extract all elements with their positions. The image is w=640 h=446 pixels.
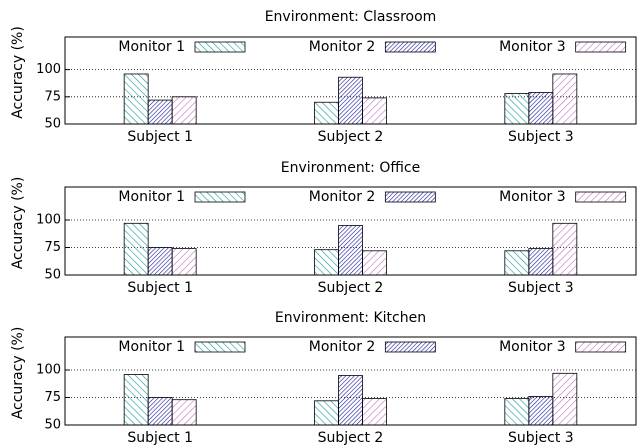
x-tick-label: Subject 1 — [127, 430, 193, 446]
plot-frame — [64, 336, 637, 426]
bar — [552, 222, 578, 276]
y-tick-label: 75 — [44, 89, 61, 104]
legend-label: Monitor 2 — [309, 189, 376, 205]
bar — [123, 222, 149, 276]
bar — [123, 73, 149, 125]
bar — [123, 373, 149, 426]
legend-swatch — [384, 191, 436, 203]
legend-label: Monitor 2 — [309, 39, 376, 55]
legend-label: Monitor 2 — [309, 339, 376, 355]
bar — [147, 247, 173, 276]
bar — [504, 398, 530, 426]
bar — [528, 92, 554, 125]
x-tick-label: Subject 3 — [508, 280, 574, 296]
x-tick-label: Subject 1 — [127, 129, 193, 145]
legend-label: Monitor 3 — [499, 39, 566, 55]
legend-swatch — [194, 41, 246, 53]
legend-swatch — [575, 191, 627, 203]
bar — [362, 97, 387, 125]
y-axis-label: Accuracy (%) — [10, 26, 26, 119]
bar — [338, 375, 363, 426]
bar — [338, 225, 363, 276]
bar — [362, 250, 387, 276]
bar — [552, 372, 578, 426]
x-tick-label: Subject 3 — [508, 430, 574, 446]
legend-label: Monitor 3 — [499, 339, 566, 355]
legend-swatch — [384, 341, 436, 353]
x-tick-label: Subject 1 — [127, 280, 193, 296]
bar — [528, 395, 554, 426]
bar — [504, 250, 530, 276]
bar — [147, 397, 173, 426]
bar — [314, 400, 339, 426]
legend-label: Monitor 1 — [118, 339, 185, 355]
y-tick-label: 50 — [44, 117, 61, 132]
panel-title: Environment: Office — [281, 160, 420, 176]
bar — [552, 73, 578, 125]
x-tick-label: Subject 2 — [318, 129, 384, 145]
bar — [504, 93, 530, 125]
plot-frame — [64, 36, 637, 125]
x-tick-label: Subject 2 — [318, 430, 384, 446]
y-axis-label: Accuracy (%) — [10, 177, 26, 270]
legend-swatch — [194, 341, 246, 353]
panel-title: Environment: Kitchen — [275, 310, 426, 326]
x-tick-label: Subject 3 — [508, 129, 574, 145]
legend-label: Monitor 3 — [499, 189, 566, 205]
bar — [314, 249, 339, 276]
bar — [147, 99, 173, 125]
bar — [362, 398, 387, 426]
legend-swatch — [384, 41, 436, 53]
panel-title: Environment: Classroom — [265, 9, 437, 25]
legend-swatch — [575, 41, 627, 53]
y-tick-label: 100 — [36, 363, 61, 378]
bar — [171, 96, 197, 125]
bar — [528, 248, 554, 276]
bar — [314, 101, 339, 125]
y-tick-label: 100 — [36, 62, 61, 77]
plot-frame — [64, 186, 637, 276]
y-tick-label: 75 — [44, 240, 61, 255]
legend-label: Monitor 1 — [118, 189, 185, 205]
legend-swatch — [194, 191, 246, 203]
y-tick-label: 75 — [44, 390, 61, 405]
bar — [338, 76, 363, 125]
y-tick-label: 50 — [44, 268, 61, 283]
legend-label: Monitor 1 — [118, 39, 185, 55]
y-tick-label: 50 — [44, 418, 61, 433]
legend-swatch — [575, 341, 627, 353]
bar — [171, 399, 197, 426]
bar — [171, 248, 197, 276]
y-tick-label: 100 — [36, 213, 61, 228]
x-tick-label: Subject 2 — [318, 280, 384, 296]
y-axis-label: Accuracy (%) — [10, 327, 26, 420]
